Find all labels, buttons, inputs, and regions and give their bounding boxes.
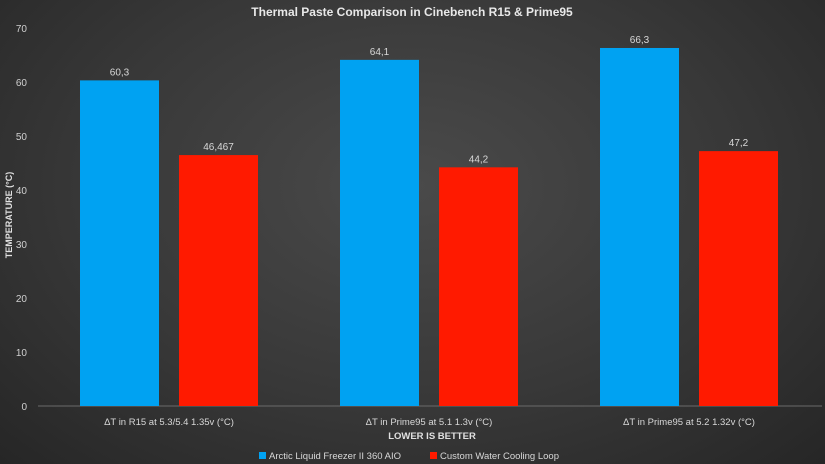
x-axis-label: LOWER IS BETTER — [388, 431, 476, 442]
data-label: 60,3 — [110, 67, 130, 78]
data-label: 44,2 — [469, 154, 489, 165]
legend-label-custom-loop: Custom Water Cooling Loop — [440, 451, 559, 462]
bar-custom-loop-2 — [439, 167, 518, 406]
legend-swatch-aio — [259, 452, 266, 459]
legend-label-aio: Arctic Liquid Freezer II 360 AIO — [269, 451, 401, 462]
legend: Arctic Liquid Freezer II 360 AIO Custom … — [259, 451, 559, 462]
y-tick-label: 30 — [16, 240, 28, 251]
x-category-label: ΔT in R15 at 5.3/5.4 1.35v (°C) — [104, 417, 234, 428]
y-tick-label: 50 — [16, 132, 28, 143]
x-category-label: ΔT in Prime95 at 5.1 1.3v (°C) — [366, 417, 493, 428]
data-label: 64,1 — [370, 47, 390, 58]
data-label: 47,2 — [729, 138, 749, 149]
bar-custom-loop-3 — [699, 151, 778, 406]
y-tick-label: 40 — [16, 186, 28, 197]
y-tick-label: 0 — [21, 402, 27, 413]
bar-aio-3 — [600, 47, 679, 406]
x-category-label: ΔT in Prime95 at 5.2 1.32v (°C) — [623, 417, 755, 428]
y-tick-label: 10 — [16, 348, 28, 359]
y-axis-label: TEMPERATURE (°C) — [4, 172, 14, 258]
chart-title: Thermal Paste Comparison in Cinebench R1… — [251, 5, 573, 19]
legend-swatch-custom-loop — [430, 452, 437, 459]
y-tick-label: 70 — [16, 24, 28, 35]
y-tick-label: 20 — [16, 294, 28, 305]
bar-custom-loop-1 — [179, 155, 258, 406]
y-tick-label: 60 — [16, 78, 28, 89]
data-label: 46,467 — [203, 142, 234, 153]
bar-aio-1 — [80, 80, 159, 406]
data-label: 66,3 — [630, 35, 650, 46]
bar-aio-2 — [340, 59, 419, 407]
